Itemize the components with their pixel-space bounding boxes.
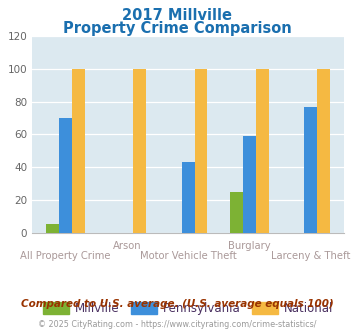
Text: Motor Vehicle Theft: Motor Vehicle Theft [140, 251, 236, 261]
Bar [304, 107, 317, 233]
Text: 2017 Millville: 2017 Millville [122, 8, 233, 23]
Bar [243, 136, 256, 233]
Bar [59, 118, 72, 233]
Bar [47, 224, 59, 233]
Bar [182, 162, 195, 233]
Legend: Millville, Pennsylvania, National: Millville, Pennsylvania, National [38, 297, 338, 320]
Bar [317, 69, 330, 233]
Text: Larceny & Theft: Larceny & Theft [271, 251, 350, 261]
Bar [230, 192, 243, 233]
Text: Arson: Arson [113, 241, 141, 251]
Text: Compared to U.S. average. (U.S. average equals 100): Compared to U.S. average. (U.S. average … [21, 299, 334, 309]
Bar [133, 69, 146, 233]
Text: Burglary: Burglary [228, 241, 271, 251]
Bar [256, 69, 269, 233]
Text: All Property Crime: All Property Crime [20, 251, 111, 261]
Text: Property Crime Comparison: Property Crime Comparison [63, 21, 292, 36]
Text: © 2025 CityRating.com - https://www.cityrating.com/crime-statistics/: © 2025 CityRating.com - https://www.city… [38, 320, 317, 329]
Bar [72, 69, 85, 233]
Bar [195, 69, 207, 233]
